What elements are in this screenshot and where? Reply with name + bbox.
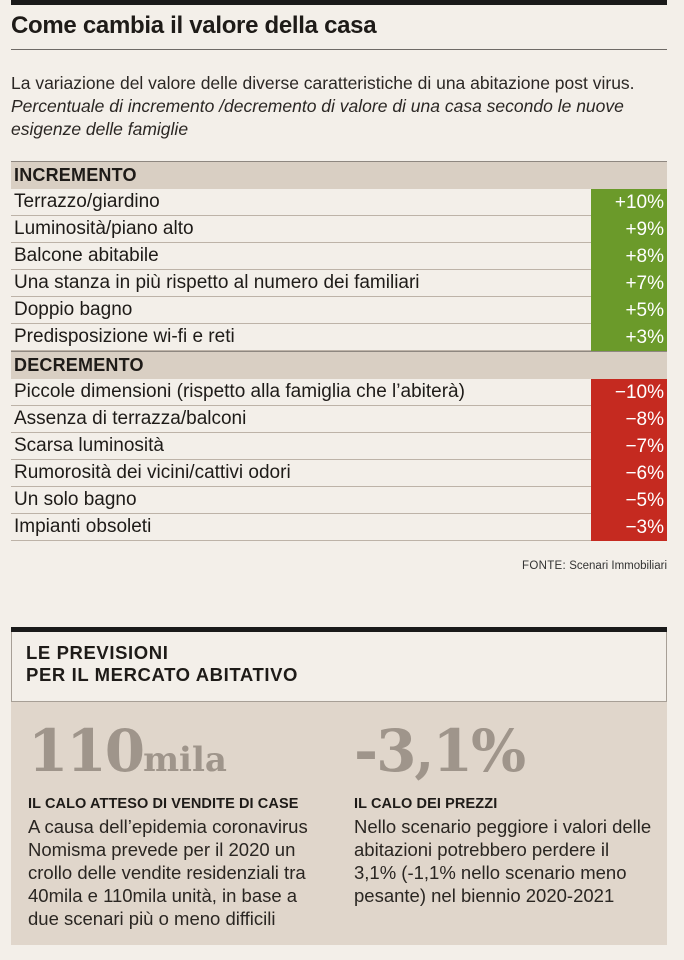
row-label: Piccole dimensioni (rispetto alla famigl… xyxy=(14,381,465,402)
sales-subtitle: IL CALO ATTESO DI VENDITE DI CASE xyxy=(28,796,299,812)
table-row: Scarsa luminosità −7% xyxy=(11,433,667,460)
forecast-prices-column: -3,1% IL CALO DEI PREZZI Nello scenario … xyxy=(354,718,654,907)
table-row: Una stanza in più rispetto al numero dei… xyxy=(11,270,667,297)
intro-text: La variazione del valore delle diverse c… xyxy=(11,72,667,141)
table-row: Piccole dimensioni (rispetto alla famigl… xyxy=(11,379,667,406)
row-value-positive: +3% xyxy=(591,324,667,351)
row-label: Balcone abitabile xyxy=(14,245,159,266)
prices-text: Nello scenario peggiore i valori delle a… xyxy=(354,816,652,906)
row-value-positive: +7% xyxy=(591,270,667,297)
table-row: Assenza di terrazza/balconi −8% xyxy=(11,406,667,433)
table-row: Doppio bagno +5% xyxy=(11,297,667,324)
forecast-panel: LE PREVISIONI PER IL MERCATO ABITATIVO 1… xyxy=(11,627,667,945)
row-label: Luminosità/piano alto xyxy=(14,218,194,239)
forecast-sales-column: 110mila IL CALO ATTESO DI VENDITE DI CAS… xyxy=(28,718,328,930)
row-value-positive: +9% xyxy=(591,216,667,243)
table-row: Rumorosità dei vicini/cattivi odori −6% xyxy=(11,460,667,487)
table-row: Luminosità/piano alto +9% xyxy=(11,216,667,243)
section-header-decrement: DECREMENTO xyxy=(11,351,667,379)
row-label: Terrazzo/giardino xyxy=(14,191,160,212)
source-key: FONTE: xyxy=(522,560,567,572)
value-table: INCREMENTO Terrazzo/giardino +10% Luminos… xyxy=(11,161,667,541)
forecast-title-line2: PER IL MERCATO ABITATIVO xyxy=(26,664,299,685)
sales-unit: mila xyxy=(143,740,227,780)
row-label: Doppio bagno xyxy=(14,299,133,320)
forecast-title: LE PREVISIONI PER IL MERCATO ABITATIVO xyxy=(26,642,298,686)
page-title: Come cambia il valore della casa xyxy=(11,12,377,39)
intro-plain: La variazione del valore delle diverse c… xyxy=(11,73,635,93)
row-value-positive: +10% xyxy=(591,189,667,216)
row-label: Assenza di terrazza/balconi xyxy=(14,408,247,429)
forecast-header: LE PREVISIONI PER IL MERCATO ABITATIVO xyxy=(11,632,667,702)
table-row: Balcone abitabile +8% xyxy=(11,243,667,270)
table-row: Predisposizione wi-fi e reti +3% xyxy=(11,324,667,351)
source-value: Scenari Immobiliari xyxy=(569,560,667,572)
title-divider xyxy=(11,49,667,50)
table-row: Impianti obsoleti −3% xyxy=(11,514,667,541)
row-value-negative: −7% xyxy=(591,433,667,460)
row-value-negative: −8% xyxy=(591,406,667,433)
row-value-negative: −10% xyxy=(591,379,667,406)
row-value-positive: +8% xyxy=(591,243,667,270)
row-label: Una stanza in più rispetto al numero dei… xyxy=(14,272,420,293)
table-row: Un solo bagno −5% xyxy=(11,487,667,514)
sales-big-number: 110mila xyxy=(28,718,328,788)
sales-number: 110 xyxy=(28,717,145,785)
section-header-increment: INCREMENTO xyxy=(11,161,667,189)
row-label: Rumorosità dei vicini/cattivi odori xyxy=(14,462,291,483)
table-row: Terrazzo/giardino +10% xyxy=(11,189,667,216)
row-value-negative: −3% xyxy=(591,514,667,541)
row-value-negative: −5% xyxy=(591,487,667,514)
source-credit: FONTE: Scenari Immobiliari xyxy=(522,560,667,572)
forecast-title-line1: LE PREVISIONI xyxy=(26,642,169,663)
intro-italic: Percentuale di incremento /decremento di… xyxy=(11,96,624,139)
row-value-positive: +5% xyxy=(591,297,667,324)
row-label: Impianti obsoleti xyxy=(14,516,152,537)
row-value-negative: −6% xyxy=(591,460,667,487)
row-label: Scarsa luminosità xyxy=(14,435,164,456)
row-label: Predisposizione wi-fi e reti xyxy=(14,326,235,347)
sales-text: A causa dell’epidemia coronavirus Nomism… xyxy=(28,816,308,929)
top-rule xyxy=(11,0,667,5)
prices-big-number: -3,1% xyxy=(354,717,526,785)
section-title: INCREMENTO xyxy=(14,165,137,185)
prices-subtitle: IL CALO DEI PREZZI xyxy=(354,796,498,812)
section-title: DECREMENTO xyxy=(14,355,144,375)
row-label: Un solo bagno xyxy=(14,489,137,510)
